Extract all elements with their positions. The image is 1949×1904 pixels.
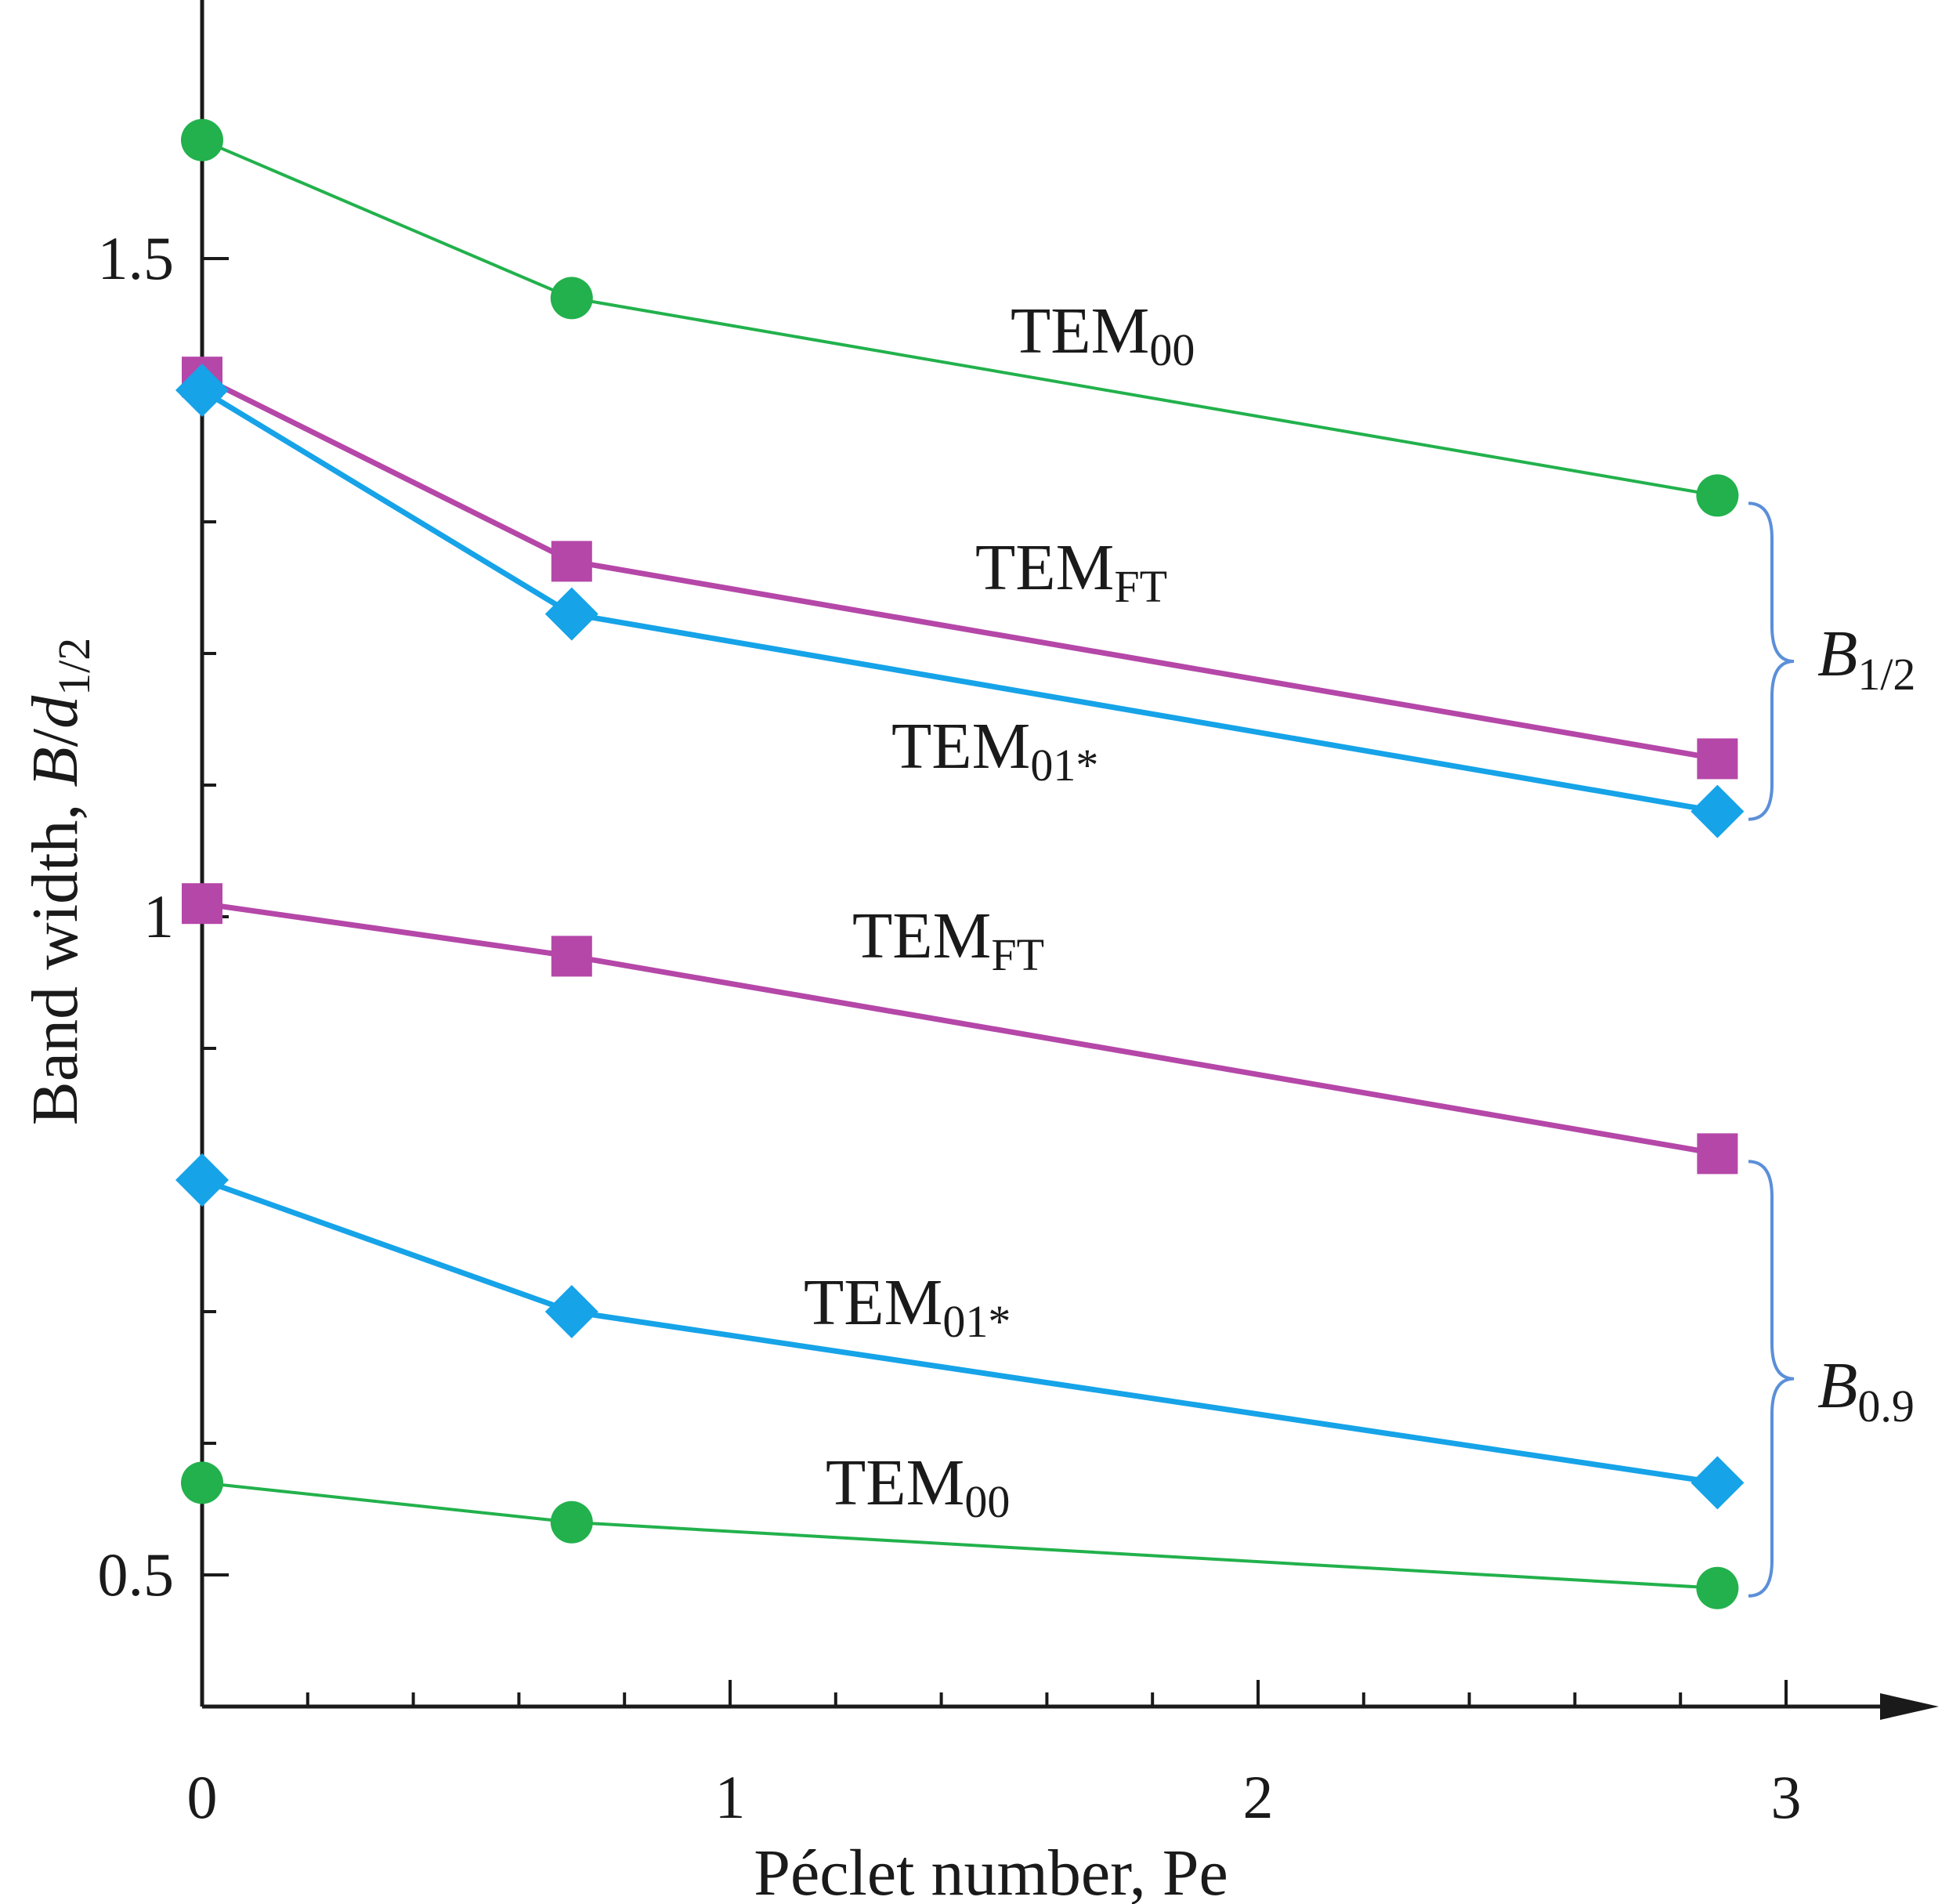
bracket-b-0.9 bbox=[1748, 1160, 1795, 1598]
data-point-5-2 bbox=[1696, 1566, 1739, 1609]
x-axis-arrow bbox=[1880, 1693, 1939, 1720]
y-tick-label-1.5: 1.5 bbox=[98, 224, 175, 292]
data-point-2-1 bbox=[544, 587, 598, 641]
y-axis-label-var1: B bbox=[19, 747, 92, 787]
data-point-5-1 bbox=[550, 1500, 593, 1544]
y-axis-label: Band width, B/d1/2 bbox=[19, 638, 99, 1125]
x-tick-label-3: 3 bbox=[1771, 1763, 1802, 1831]
y-tick-label-0.5: 0.5 bbox=[98, 1540, 175, 1609]
data-point-0-1 bbox=[550, 277, 593, 320]
data-point-3-1 bbox=[551, 936, 592, 977]
label-tem00-b12: TEM00 bbox=[1011, 295, 1195, 375]
data-point-4-2 bbox=[1690, 1456, 1745, 1510]
data-point-4-0 bbox=[175, 1153, 229, 1207]
data-point-2-2 bbox=[1690, 784, 1745, 838]
plot-area bbox=[175, 118, 1745, 1609]
data-point-3-2 bbox=[1697, 1133, 1738, 1175]
label-temft-b09: TEMFT bbox=[852, 900, 1044, 980]
y-axis-label-prefix: Band width, bbox=[19, 787, 92, 1126]
data-point-0-2 bbox=[1696, 474, 1739, 517]
data-point-1-1 bbox=[551, 541, 592, 582]
x-axis-label: Péclet number, Pe bbox=[754, 1837, 1228, 1904]
label-temft-b12: TEMFT bbox=[975, 531, 1167, 612]
bracket-b-half bbox=[1748, 501, 1795, 821]
x-tick-label-1: 1 bbox=[715, 1763, 746, 1831]
label-tem00-b09: TEM00 bbox=[826, 1446, 1010, 1527]
data-point-1-2 bbox=[1697, 738, 1738, 780]
group-label-b-0.9: B0.9 bbox=[1817, 1349, 1915, 1432]
data-point-4-1 bbox=[544, 1285, 598, 1338]
y-axis-label-sub: 1/2 bbox=[49, 638, 99, 696]
label-tem01-b12: TEM01* bbox=[891, 710, 1098, 791]
data-point-0-0 bbox=[181, 118, 223, 161]
y-tick-label-1: 1 bbox=[143, 882, 174, 950]
axis-ticks bbox=[201, 125, 1788, 1707]
y-axis-label-var2: d bbox=[19, 695, 92, 729]
data-point-5-0 bbox=[181, 1461, 223, 1504]
label-tem01-b09: TEM01* bbox=[804, 1266, 1011, 1347]
group-label-b-half: B1/2 bbox=[1817, 617, 1915, 700]
x-tick-label-0: 0 bbox=[187, 1763, 218, 1831]
x-tick-label-2: 2 bbox=[1243, 1763, 1274, 1831]
data-point-3-0 bbox=[182, 883, 222, 925]
y-axis-label-slash: / bbox=[19, 728, 92, 747]
data-point-2-0 bbox=[175, 364, 229, 417]
series-line-0 bbox=[201, 138, 1718, 498]
series-line-1 bbox=[201, 375, 1718, 762]
